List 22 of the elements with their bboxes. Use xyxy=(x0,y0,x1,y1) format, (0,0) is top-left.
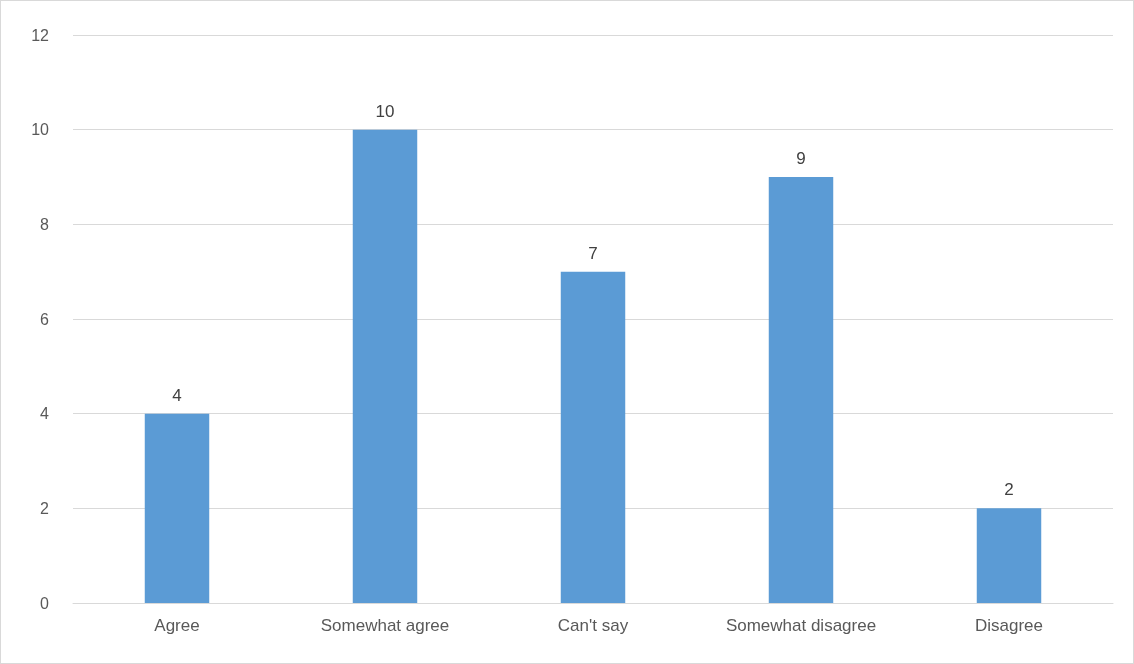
x-tick-label: Agree xyxy=(154,616,200,635)
x-tick-label: Somewhat agree xyxy=(320,616,450,635)
x-tick-label: Disagree xyxy=(974,616,1044,635)
y-tick-label: 0 xyxy=(40,594,50,612)
data-label: 9 xyxy=(796,149,806,168)
y-tick-label: 12 xyxy=(31,26,50,44)
data-label: 2 xyxy=(1004,480,1014,500)
data-label: 7 xyxy=(588,243,598,263)
data-label: 10 xyxy=(375,101,395,121)
y-tick-label: 8 xyxy=(40,215,50,233)
y-tick-label: 4 xyxy=(40,405,50,423)
bar xyxy=(560,271,626,603)
bar xyxy=(976,508,1042,603)
bar xyxy=(768,177,834,603)
data-label: 4 xyxy=(172,385,182,405)
y-tick-label: 2 xyxy=(40,499,50,517)
y-tick-label: 6 xyxy=(40,310,50,328)
y-tick-label: 10 xyxy=(31,121,50,139)
x-tick-label: Can't say xyxy=(557,616,629,635)
bar xyxy=(352,129,418,603)
bar xyxy=(144,413,210,603)
x-tick-label: Somewhat disagree xyxy=(725,616,877,635)
